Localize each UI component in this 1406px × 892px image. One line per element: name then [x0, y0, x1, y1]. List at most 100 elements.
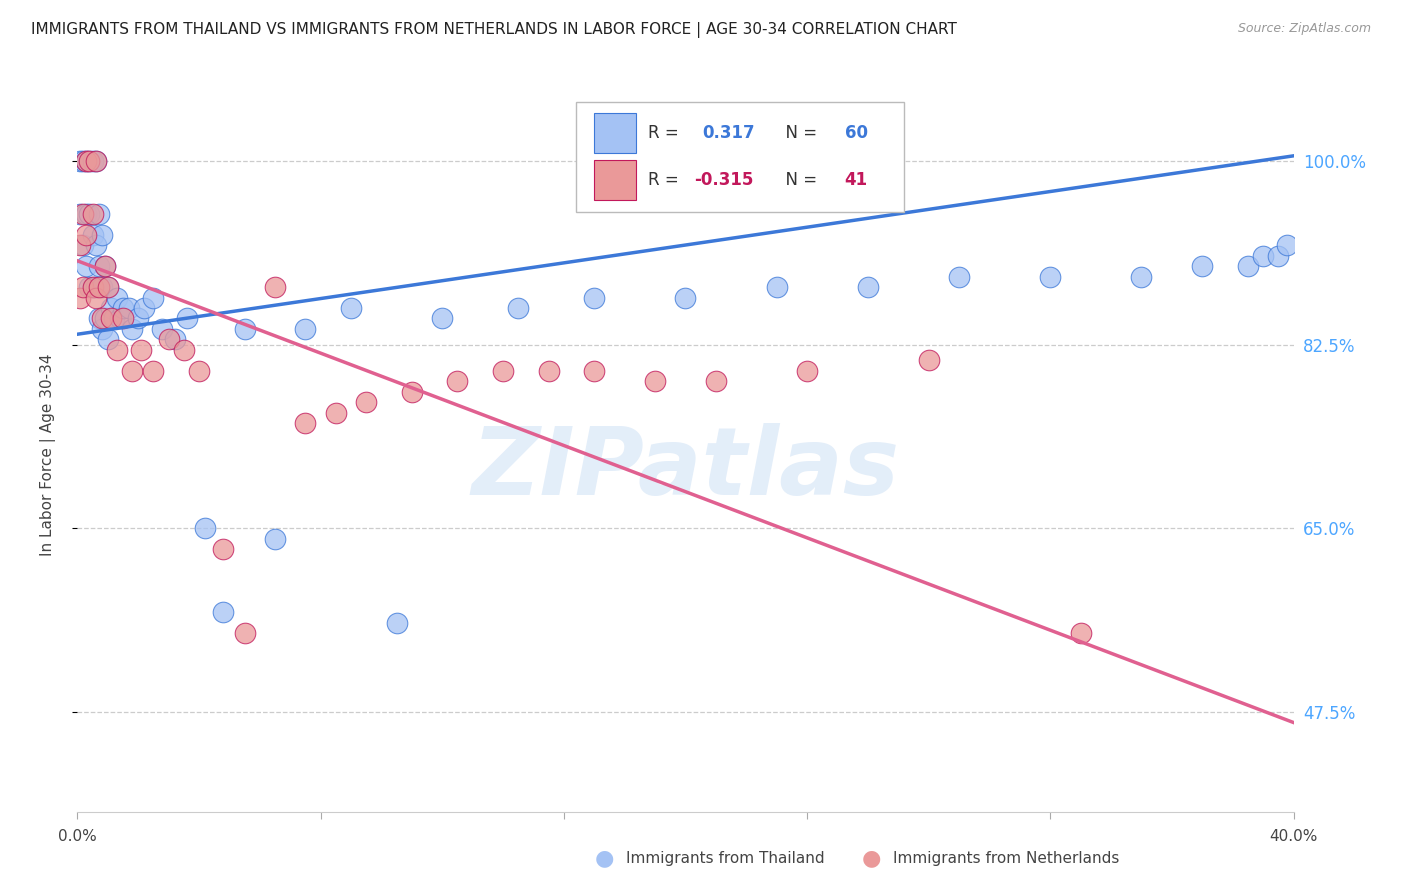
Point [82, 206, 104, 220]
Point [173, 343, 195, 357]
Point [82, 280, 104, 294]
Point [82, 280, 104, 294]
Point [69, 291, 91, 305]
Point [84, 238, 107, 252]
Point [103, 311, 125, 326]
Point [90, 227, 112, 242]
Text: IMMIGRANTS FROM THAILAND VS IMMIGRANTS FROM NETHERLANDS IN LABOR FORCE | AGE 30-: IMMIGRANTS FROM THAILAND VS IMMIGRANTS F… [31, 22, 957, 38]
Text: Immigrants from Netherlands: Immigrants from Netherlands [893, 851, 1119, 865]
Point [127, 311, 149, 326]
Point [401, 384, 423, 399]
Text: N =: N = [776, 170, 823, 189]
Point [212, 542, 235, 557]
Text: ●: ● [862, 848, 882, 868]
Point [294, 322, 316, 336]
Point [1251, 248, 1274, 262]
Point [105, 291, 128, 305]
Point [75, 259, 97, 273]
Text: Source: ZipAtlas.com: Source: ZipAtlas.com [1237, 22, 1371, 36]
Point [134, 301, 156, 315]
FancyBboxPatch shape [576, 102, 904, 212]
Point [93, 259, 115, 273]
Point [537, 364, 560, 378]
Point [100, 301, 122, 315]
Text: 41: 41 [845, 170, 868, 189]
Point [1237, 259, 1260, 273]
Point [111, 301, 134, 315]
Text: ZIPatlas: ZIPatlas [471, 423, 900, 516]
Point [704, 375, 727, 389]
Text: N =: N = [776, 124, 823, 142]
Point [90, 280, 112, 294]
Point [1191, 259, 1213, 273]
FancyBboxPatch shape [595, 160, 636, 200]
Text: R =: R = [648, 170, 679, 189]
Point [583, 291, 606, 305]
Point [765, 280, 787, 294]
Point [69, 206, 91, 220]
Point [87, 280, 110, 294]
Point [121, 364, 143, 378]
Point [79, 280, 101, 294]
Point [69, 154, 91, 169]
Text: 0.317: 0.317 [703, 124, 755, 142]
Text: 60: 60 [845, 124, 868, 142]
Point [72, 238, 94, 252]
Point [87, 311, 110, 326]
Point [97, 333, 120, 347]
Point [432, 311, 454, 326]
Point [675, 291, 697, 305]
Point [79, 206, 101, 220]
Point [84, 291, 107, 305]
Point [233, 626, 256, 640]
Point [1130, 269, 1153, 284]
Point [1039, 269, 1062, 284]
Point [163, 333, 186, 347]
Point [72, 280, 94, 294]
Point [84, 280, 107, 294]
Point [212, 605, 235, 619]
Point [75, 206, 97, 220]
Point [142, 364, 165, 378]
Point [264, 280, 287, 294]
Point [508, 301, 530, 315]
Point [82, 227, 104, 242]
Point [233, 322, 256, 336]
Point [75, 154, 97, 169]
Point [93, 311, 115, 326]
Text: ●: ● [595, 848, 614, 868]
Point [325, 406, 347, 420]
Point [796, 364, 818, 378]
Point [90, 311, 112, 326]
Point [87, 259, 110, 273]
Point [1277, 238, 1299, 252]
Point [93, 259, 115, 273]
Point [918, 353, 941, 368]
Text: 40.0%: 40.0% [1270, 829, 1317, 844]
Point [948, 269, 970, 284]
Point [72, 154, 94, 169]
Point [644, 375, 666, 389]
Point [75, 154, 97, 169]
Point [108, 311, 131, 326]
Point [1267, 248, 1289, 262]
Point [157, 333, 180, 347]
Point [100, 311, 122, 326]
Point [176, 311, 198, 326]
Point [118, 301, 141, 315]
Point [69, 238, 91, 252]
Point [111, 311, 134, 326]
Point [492, 364, 515, 378]
Point [294, 417, 316, 431]
Point [385, 615, 408, 630]
Point [97, 280, 120, 294]
Point [105, 343, 128, 357]
Text: R =: R = [648, 124, 683, 142]
Text: -0.315: -0.315 [695, 170, 754, 189]
Point [97, 280, 120, 294]
Point [264, 532, 287, 546]
Point [75, 227, 97, 242]
Point [79, 154, 101, 169]
Text: Immigrants from Thailand: Immigrants from Thailand [626, 851, 824, 865]
Point [82, 154, 104, 169]
